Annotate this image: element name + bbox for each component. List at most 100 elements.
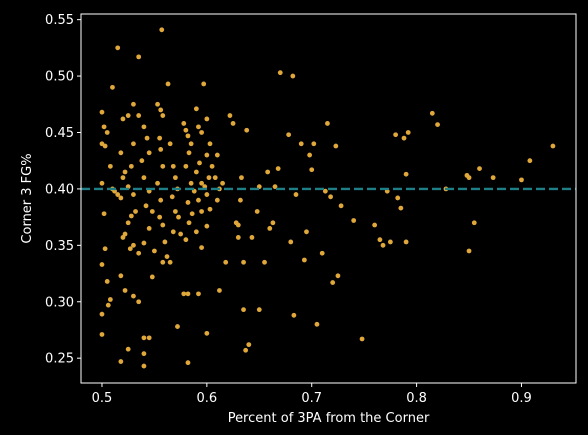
- data-point-119: [204, 152, 210, 158]
- data-point-175: [338, 203, 344, 209]
- data-point-133: [227, 113, 233, 118]
- plot-frame: [80, 13, 577, 384]
- data-point-102: [185, 291, 191, 297]
- data-point-47: [141, 363, 147, 369]
- data-point-115: [196, 291, 201, 297]
- data-point-111: [196, 197, 201, 203]
- data-point-50: [136, 113, 142, 118]
- data-point-25: [125, 113, 131, 118]
- data-point-66: [157, 135, 163, 141]
- data-point-2: [104, 130, 110, 135]
- data-point-200: [527, 158, 533, 164]
- ticks-layer: 0.5 0.6 0.7 0.8 0.9 0.25 0.30 0.35 0.40 0.45 0.50 0…: [45, 13, 532, 406]
- y-tick-label-0: 0.25: [45, 352, 74, 367]
- data-point-12: [102, 246, 108, 252]
- data-point-24: [122, 169, 128, 175]
- data-point-161: [298, 141, 304, 147]
- data-point-198: [490, 175, 496, 181]
- x-tick-label-2: 0.7: [301, 391, 322, 406]
- data-point-142: [243, 347, 249, 353]
- data-point-23: [120, 175, 126, 181]
- data-point-163: [304, 229, 309, 235]
- data-point-124: [204, 223, 210, 229]
- data-point-179: [377, 237, 383, 243]
- data-point-18: [99, 332, 105, 337]
- data-point-92: [188, 141, 194, 147]
- data-point-58: [149, 209, 155, 214]
- data-point-197: [477, 166, 482, 172]
- data-point-84: [176, 214, 181, 220]
- data-point-100: [183, 237, 189, 243]
- data-point-60: [141, 240, 147, 246]
- data-point-93: [186, 150, 192, 156]
- data-point-118: [207, 141, 213, 147]
- data-point-104: [193, 106, 199, 112]
- data-point-78: [167, 141, 173, 147]
- data-point-129: [220, 180, 225, 186]
- data-point-87: [167, 259, 173, 265]
- data-point-155: [277, 70, 283, 76]
- data-point-61: [152, 248, 157, 254]
- data-point-59: [146, 226, 152, 231]
- data-point-21: [115, 192, 121, 197]
- data-point-131: [217, 288, 222, 293]
- data-point-144: [246, 342, 252, 348]
- data-point-52: [144, 135, 150, 141]
- y-tick-label-2: 0.35: [45, 239, 74, 254]
- data-point-122: [204, 192, 210, 197]
- data-point-77: [165, 81, 171, 87]
- data-point-64: [158, 107, 164, 113]
- data-point-126: [212, 175, 218, 181]
- data-point-166: [311, 141, 317, 147]
- data-point-86: [178, 231, 184, 237]
- data-point-0: [99, 109, 105, 115]
- data-point-184: [395, 195, 401, 201]
- data-point-72: [160, 222, 166, 228]
- data-point-1: [101, 124, 107, 130]
- y-tick-label-1: 0.30: [45, 295, 74, 310]
- data-point-196: [471, 220, 477, 226]
- data-point-73: [162, 239, 168, 245]
- data-point-125: [214, 152, 220, 158]
- data-point-109: [199, 180, 205, 186]
- data-point-85: [170, 229, 176, 235]
- data-point-137: [235, 235, 241, 240]
- data-point-106: [199, 130, 205, 135]
- data-point-169: [322, 188, 328, 194]
- data-point-176: [351, 218, 357, 223]
- data-point-149: [262, 259, 267, 265]
- data-point-164: [307, 152, 313, 158]
- data-point-27: [128, 163, 134, 169]
- data-point-186: [401, 135, 407, 141]
- data-point-128: [214, 197, 220, 203]
- data-point-42: [125, 346, 131, 352]
- data-point-182: [387, 239, 393, 245]
- data-point-32: [125, 220, 131, 226]
- data-point-74: [164, 254, 170, 260]
- data-point-116: [201, 81, 207, 87]
- data-point-30: [133, 209, 138, 214]
- data-point-138: [238, 197, 243, 203]
- data-point-10: [99, 180, 105, 186]
- data-point-37: [136, 250, 142, 256]
- y-tick-label-6: 0.55: [45, 13, 74, 28]
- data-point-139: [239, 175, 244, 181]
- data-point-188: [403, 239, 409, 245]
- data-point-150: [265, 169, 271, 175]
- data-point-26: [131, 141, 136, 147]
- data-point-98: [189, 211, 195, 217]
- data-point-17: [99, 311, 105, 317]
- data-point-123: [207, 206, 213, 212]
- data-point-82: [169, 194, 175, 200]
- data-point-68: [160, 163, 166, 169]
- data-point-140: [241, 259, 246, 265]
- data-point-143: [244, 127, 250, 133]
- data-point-5: [110, 84, 115, 90]
- data-point-157: [288, 239, 294, 245]
- data-point-141: [241, 307, 246, 313]
- data-point-35: [131, 242, 136, 248]
- data-point-114: [199, 245, 205, 250]
- data-point-16: [105, 302, 111, 308]
